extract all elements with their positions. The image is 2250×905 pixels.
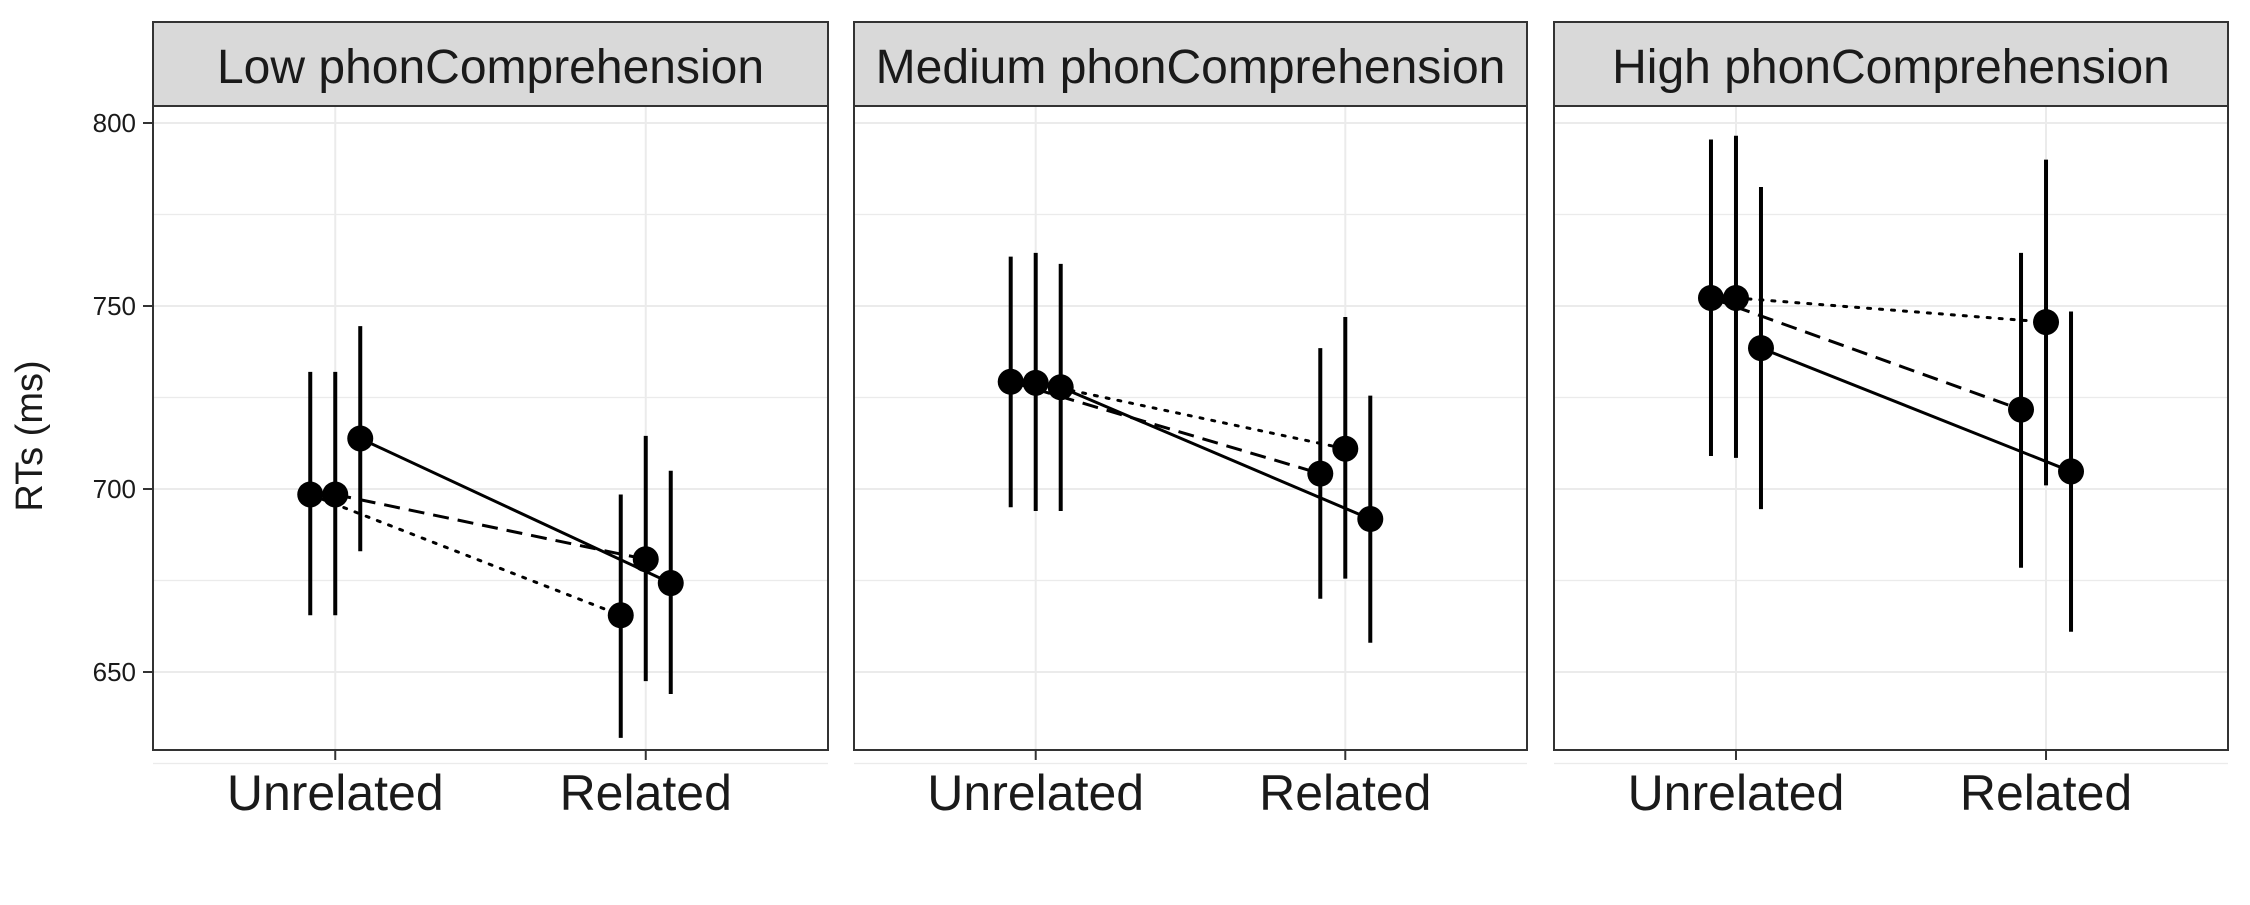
- x-tick-label: Related: [1960, 765, 2132, 821]
- series-line-dotted: [1034, 381, 1347, 451]
- y-tick-label: 750: [93, 291, 136, 321]
- y-axis-title: RTs (ms): [9, 360, 51, 511]
- data-point: [1332, 435, 1359, 462]
- x-tick-label: Unrelated: [1628, 765, 1845, 821]
- y-tick-label: 800: [93, 108, 136, 138]
- data-point: [1047, 374, 1074, 401]
- data-point: [1697, 284, 1724, 311]
- data-point: [657, 570, 684, 597]
- data-point: [347, 425, 374, 452]
- data-point: [1357, 506, 1384, 533]
- series-line-solid: [1760, 346, 2072, 473]
- data-point: [1722, 284, 1749, 311]
- panel-strip: [152, 21, 829, 107]
- series-line-solid: [359, 437, 672, 585]
- data-point: [2058, 458, 2085, 485]
- x-tick-label: Related: [560, 765, 732, 821]
- panel-background: [1554, 106, 2228, 750]
- panel-background: [153, 106, 828, 750]
- panel-border: [152, 105, 829, 751]
- series-line-dotted: [308, 492, 623, 617]
- data-point: [1747, 335, 1774, 362]
- panel-strip: [853, 21, 1528, 107]
- panel-border: [853, 105, 1528, 751]
- panel-background: [854, 106, 1527, 750]
- panel-strip-label: High phonComprehension: [1612, 41, 2170, 94]
- data-point: [1022, 369, 1049, 396]
- data-point: [607, 602, 634, 629]
- panel-strip-label: Low phonComprehension: [217, 41, 764, 94]
- data-point: [322, 481, 349, 508]
- x-tick-label: Related: [1259, 765, 1431, 821]
- data-point: [1307, 460, 1334, 487]
- data-point: [297, 481, 324, 508]
- x-tick-label: Unrelated: [227, 765, 444, 821]
- data-point: [2008, 396, 2035, 423]
- y-tick-label: 700: [93, 474, 136, 504]
- series-line-dotted: [1734, 296, 2048, 324]
- y-tick-label: 650: [93, 657, 136, 687]
- x-tick-label: Unrelated: [927, 765, 1144, 821]
- data-point: [2033, 309, 2060, 336]
- data-point: [632, 546, 659, 573]
- series-line-solid: [1060, 385, 1371, 521]
- panel-strip-label: Medium phonComprehension: [876, 41, 1506, 94]
- data-point: [997, 368, 1024, 395]
- panel-border: [1553, 105, 2229, 751]
